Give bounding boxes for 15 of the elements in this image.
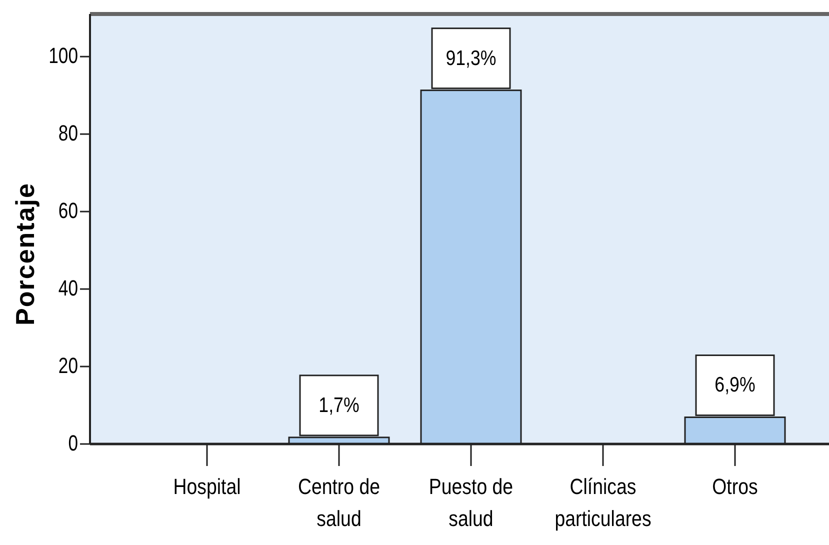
x-tick-label: Puesto de salud [428, 476, 514, 532]
y-tick-label: 20 [58, 354, 78, 379]
data-label: 91,3% [446, 46, 496, 70]
x-tick-label: Centro de salud [298, 476, 380, 532]
x-tick-label: Clínicas particulares [554, 476, 652, 532]
y-tick-label: 80 [58, 122, 78, 146]
y-axis-title: Porcentaje [10, 182, 40, 326]
y-tick-label: 40 [58, 276, 78, 302]
x-tick-label: Hospital [173, 476, 241, 500]
x-tick-label: Otros [712, 476, 758, 500]
data-label: 6,9% [714, 373, 756, 398]
y-tick-label: 100 [48, 44, 78, 69]
y-tick-label: 60 [58, 199, 78, 224]
data-label: 1,7% [318, 394, 360, 418]
y-tick-label: 0 [68, 432, 78, 456]
